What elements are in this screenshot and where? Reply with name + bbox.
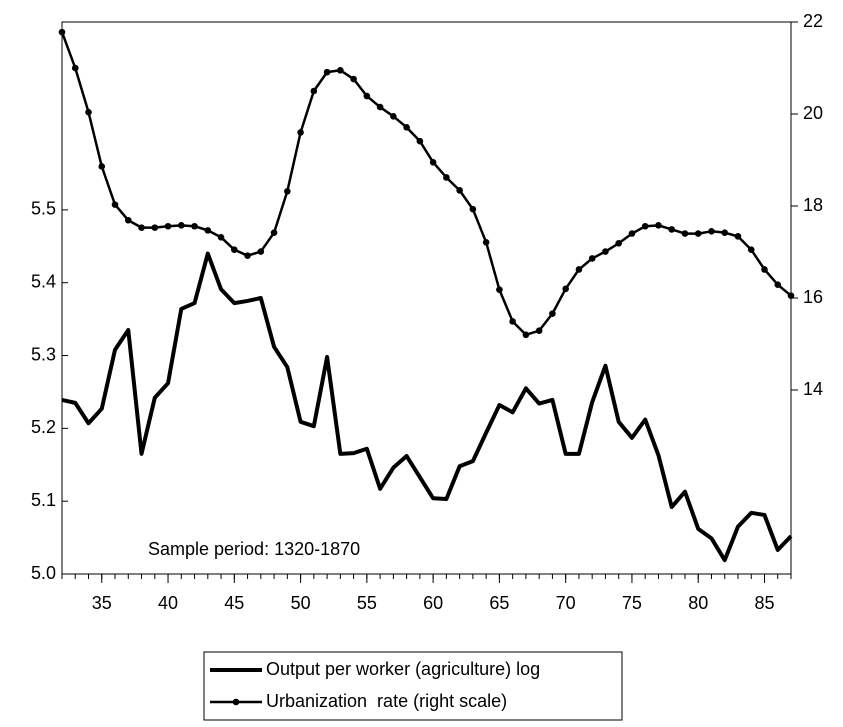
series-marker — [217, 233, 225, 241]
series-marker — [549, 310, 556, 317]
series-marker — [681, 230, 689, 237]
x-tick-label: 55 — [357, 593, 377, 613]
series-marker — [390, 113, 397, 120]
series-marker — [85, 108, 92, 116]
series-marker — [469, 205, 477, 213]
series-marker — [350, 75, 357, 83]
series-marker — [655, 222, 662, 229]
y-tick-label: 5.5 — [31, 199, 56, 219]
series-marker — [641, 222, 649, 230]
series-line — [61, 251, 793, 563]
y-tick-label: 5.3 — [31, 344, 56, 364]
series-marker — [602, 248, 609, 255]
series-marker — [747, 246, 755, 253]
y-tick-label: 5.4 — [31, 271, 56, 291]
series-marker — [58, 28, 66, 36]
series-marker — [416, 137, 424, 145]
series-marker — [482, 239, 490, 246]
series-marker — [615, 239, 622, 247]
legend-label: Urbanization rate (right scale) — [266, 691, 507, 711]
y-tick-label: 5.0 — [31, 563, 56, 583]
series-marker — [496, 286, 503, 294]
series-marker — [177, 222, 185, 229]
series-marker — [761, 266, 768, 273]
legend-label: Output per worker (agriculture) log — [266, 659, 540, 679]
series-marker — [323, 68, 331, 76]
series-marker — [111, 201, 119, 208]
x-tick-label: 45 — [224, 593, 244, 613]
series-marker — [734, 233, 742, 240]
series-marker — [310, 87, 318, 95]
y2-tick-label: 22 — [803, 11, 823, 31]
series-marker — [429, 159, 437, 166]
annotation: Sample period: 1320-1870 — [148, 539, 360, 559]
series-marker — [668, 226, 676, 233]
y2-tick-label: 18 — [803, 195, 823, 215]
series-marker — [71, 64, 79, 72]
series-marker — [628, 230, 636, 237]
x-tick-label: 70 — [556, 593, 576, 613]
series-marker — [535, 327, 543, 334]
y2-tick-label: 14 — [803, 379, 823, 399]
series-marker — [164, 222, 172, 230]
x-tick-label: 40 — [158, 593, 178, 613]
x-tick-label: 75 — [622, 593, 642, 613]
series-marker — [403, 124, 410, 131]
series-marker — [721, 229, 729, 236]
series-marker — [297, 129, 304, 136]
y-tick-label: 5.1 — [31, 490, 56, 510]
x-tick-label: 85 — [754, 593, 774, 613]
x-tick-label: 80 — [688, 593, 708, 613]
series-marker — [588, 255, 596, 262]
series-marker — [376, 103, 384, 111]
series-marker — [509, 318, 516, 325]
series-marker — [151, 224, 159, 231]
series-marker — [363, 92, 371, 100]
series-marker — [98, 163, 106, 170]
series-marker — [270, 229, 278, 236]
x-tick-label: 65 — [489, 593, 509, 613]
series-marker — [257, 248, 265, 255]
series-marker — [191, 222, 198, 230]
series-line — [60, 31, 792, 337]
series-marker — [522, 331, 530, 339]
x-tick-label: 50 — [291, 593, 311, 613]
x-tick-label: 60 — [423, 593, 443, 613]
legend-box — [203, 651, 623, 721]
series-marker — [124, 216, 132, 224]
series-marker — [456, 187, 463, 194]
series-marker — [787, 292, 795, 300]
series-marker — [774, 281, 782, 288]
series-marker — [284, 187, 291, 195]
series-marker — [231, 246, 238, 253]
y-tick-label: 5.2 — [31, 417, 56, 437]
x-tick-label: 35 — [92, 593, 112, 613]
y2-tick-label: 16 — [803, 287, 823, 307]
series-marker — [562, 285, 569, 293]
series-marker — [204, 227, 212, 234]
series-marker — [443, 174, 450, 181]
legend-marker — [232, 698, 240, 706]
series-marker — [708, 228, 715, 235]
series-marker — [337, 67, 344, 74]
series-marker — [244, 252, 251, 259]
series-marker — [575, 266, 583, 273]
series-marker — [138, 224, 145, 231]
y2-tick-label: 20 — [803, 103, 823, 123]
series-marker — [694, 230, 702, 237]
